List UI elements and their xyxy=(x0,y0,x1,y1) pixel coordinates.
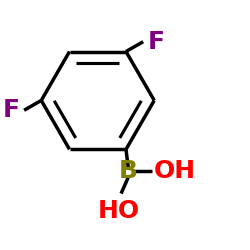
Text: OH: OH xyxy=(154,160,196,184)
Text: B: B xyxy=(119,160,138,184)
Text: HO: HO xyxy=(98,199,140,223)
Text: F: F xyxy=(148,30,164,54)
Text: F: F xyxy=(3,98,20,122)
